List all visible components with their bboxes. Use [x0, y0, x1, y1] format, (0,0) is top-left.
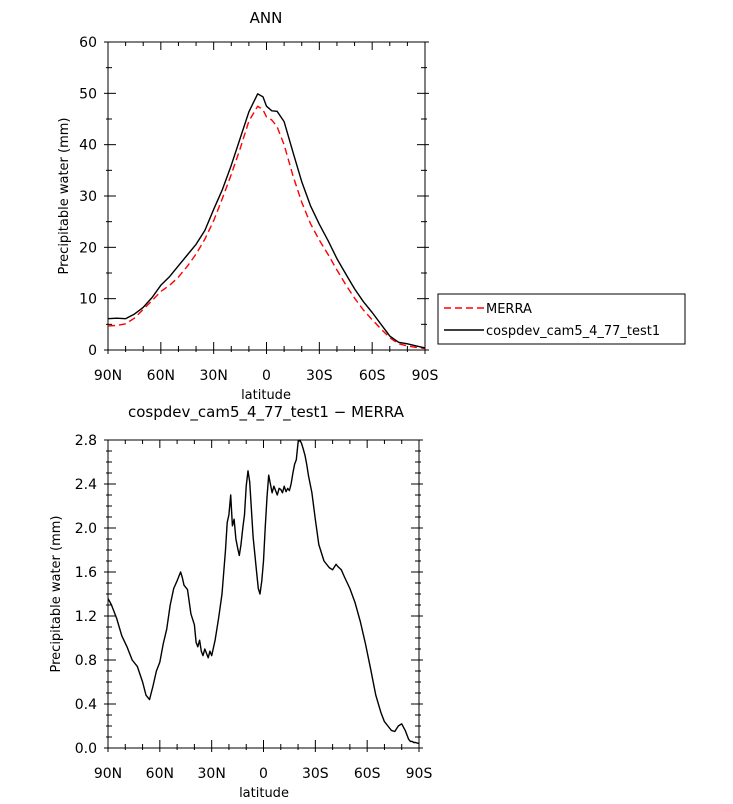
x-tick-label: 0 [262, 368, 271, 384]
chart-title: ANN [250, 9, 283, 27]
x-tick-label: 30N [200, 368, 228, 384]
y-tick-label: 60 [79, 35, 97, 51]
y-tick-label: 40 [79, 138, 97, 154]
y-tick-label: 2.4 [75, 477, 97, 493]
x-axis-label: latitude [239, 786, 289, 801]
y-tick-label: 2.0 [75, 521, 97, 537]
x-tick-label: 60N [147, 368, 175, 384]
y-axis-label: Precipitable water (mm) [57, 118, 72, 275]
axis-ticks [104, 439, 423, 752]
series-line-merra [107, 105, 426, 350]
x-tick-label: 90S [406, 766, 433, 782]
x-tick-label: 90S [412, 368, 439, 384]
series-line-difference [107, 439, 420, 745]
x-axis-label: latitude [241, 388, 291, 403]
y-tick-label: 10 [79, 292, 97, 308]
y-tick-label: 50 [79, 86, 97, 102]
legend-label-model: cospdev_cam5_4_77_test1 [486, 324, 660, 339]
y-axis-label: Precipitable water (mm) [49, 516, 64, 673]
axis-ticks [104, 41, 429, 354]
x-tick-label: 60S [354, 766, 381, 782]
x-tick-label: 30N [198, 766, 226, 782]
plot-frame [107, 439, 420, 749]
x-tick-label: 90N [94, 766, 122, 782]
x-tick-labels: 90N 60N 30N 0 30S 60S 90S [94, 368, 439, 384]
y-tick-label: 0 [88, 343, 97, 359]
y-tick-label: 0.8 [75, 653, 97, 669]
x-tick-label: 30S [306, 368, 333, 384]
panel-annual-precipitable-water: ANN 90N 60N 30N 0 30S 60S 90S 0 10 20 30 40 50 60 la… [57, 9, 686, 403]
series-lines [107, 439, 420, 745]
y-tick-labels: 0 10 20 30 40 50 60 [79, 35, 97, 359]
y-tick-label: 2.8 [75, 433, 97, 449]
y-tick-label: 0.0 [75, 741, 97, 757]
x-tick-label: 60N [146, 766, 174, 782]
y-tick-label: 30 [79, 189, 97, 205]
legend-box [437, 293, 686, 345]
plot-frame [107, 41, 426, 351]
x-tick-label: 60S [359, 368, 386, 384]
y-tick-label: 1.6 [75, 565, 97, 581]
y-tick-label: 1.2 [75, 609, 97, 625]
x-tick-labels: 90N 60N 30N 0 30S 60S 90S [94, 766, 433, 782]
panel-difference: cospdev_cam5_4_77_test1 − MERRA 90N 60N 30… [49, 403, 432, 801]
x-tick-label: 90N [94, 368, 122, 384]
y-tick-labels: 0.0 0.4 0.8 1.2 1.6 2.0 2.4 2.8 [75, 433, 97, 757]
y-tick-label: 0.4 [75, 697, 97, 713]
legend: MERRA cospdev_cam5_4_77_test1 [437, 293, 686, 345]
chart-title: cospdev_cam5_4_77_test1 − MERRA [128, 403, 405, 422]
legend-label-merra: MERRA [486, 302, 532, 317]
series-line-cospdev-cam5-4-77-test1 [107, 93, 426, 349]
x-tick-label: 0 [259, 766, 268, 782]
series-lines [107, 93, 426, 350]
x-tick-label: 30S [302, 766, 329, 782]
y-tick-label: 20 [79, 240, 97, 256]
